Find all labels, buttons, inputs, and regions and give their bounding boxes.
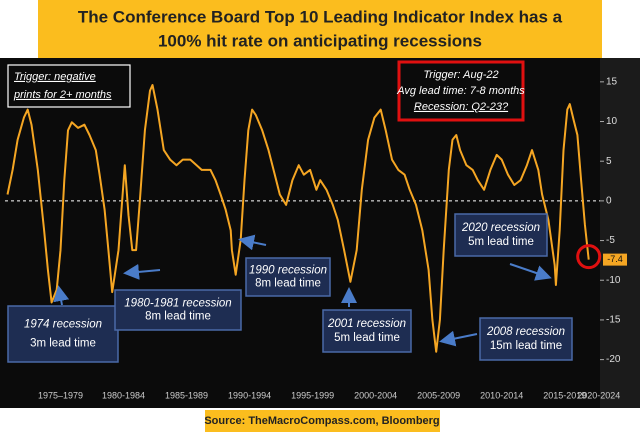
y-tick-label: -20	[606, 354, 621, 365]
line	[6, 84, 590, 353]
y-tick-label: -5	[606, 235, 615, 246]
annotation-arrow	[439, 330, 478, 347]
x-tick-label: 2015-2019	[543, 390, 586, 400]
annotation-text: 1980-1981 recession	[124, 297, 231, 309]
annotation-arrow	[123, 263, 161, 280]
y-tick-label: -15	[606, 315, 621, 326]
y-tick-label: 5	[606, 156, 612, 167]
annotation-box	[7, 305, 119, 363]
annotation-arrow	[53, 285, 70, 306]
current-note: Recession: Q2-23?	[414, 101, 509, 113]
x-tick-label: 2010-2014	[480, 390, 523, 400]
x-tick-label: 2005-2009	[417, 390, 460, 400]
y-tick-label: 0	[606, 196, 612, 207]
last-value-box	[603, 253, 627, 266]
axis-background	[600, 58, 640, 408]
current-box	[397, 60, 525, 122]
title: The Conference Board Top 10 Leading Indi…	[78, 7, 563, 26]
title-banner	[38, 0, 602, 58]
annotation-arrow	[238, 234, 267, 251]
y-tick-label: 10	[606, 116, 618, 127]
annotation-text: 5m lead time	[468, 236, 534, 248]
x-tick-label: 2000-2004	[354, 390, 397, 400]
annotation-box	[114, 289, 242, 331]
x-tick-label: 1980-1984	[102, 390, 145, 400]
annotation-text: 2001 recession	[327, 318, 406, 330]
annotation-text: 8m lead time	[145, 311, 211, 323]
current-note: Trigger: Aug-22	[423, 69, 498, 81]
source-box	[205, 410, 440, 432]
annotation-text: 3m lead time	[30, 337, 96, 349]
trigger-note: Trigger: negative	[14, 71, 96, 83]
annotation-box	[322, 309, 412, 353]
annotation-box	[454, 213, 548, 257]
source: Source: TheMacroCompass.com, Bloomberg	[204, 415, 439, 427]
trigger-note: prints for 2+ months	[13, 89, 112, 101]
annotation-arrow	[509, 263, 552, 281]
annotation-text: 15m lead time	[490, 340, 562, 352]
annotation-box	[245, 257, 331, 297]
annotation-text: 2020 recession	[461, 222, 540, 234]
x-tick-label: 1990-1994	[228, 390, 271, 400]
x-tick-label: 2020-2024	[577, 390, 620, 400]
annotation-text: 8m lead time	[255, 277, 321, 289]
annotation-text: 1974 recession	[24, 319, 102, 331]
x-tick-label: 1975–1979	[38, 390, 83, 400]
trigger-box	[7, 64, 131, 108]
annotation-text: 1990 recession	[249, 265, 327, 277]
y-tick-label: 15	[606, 76, 618, 87]
annotation-text: 5m lead time	[334, 332, 400, 344]
x-tick-label: 1995-1999	[291, 390, 334, 400]
annotation-text: 2008 recession	[486, 326, 565, 338]
annotation-box	[479, 317, 573, 361]
title: 100% hit rate on anticipating recessions	[158, 31, 482, 50]
y-tick-label: -10	[606, 275, 621, 286]
last-value-label: -7.4	[607, 254, 623, 264]
current-note: Avg lead time: 7-8 months	[396, 85, 525, 97]
highlight-circle	[576, 244, 602, 270]
x-tick-label: 1985-1989	[165, 390, 208, 400]
